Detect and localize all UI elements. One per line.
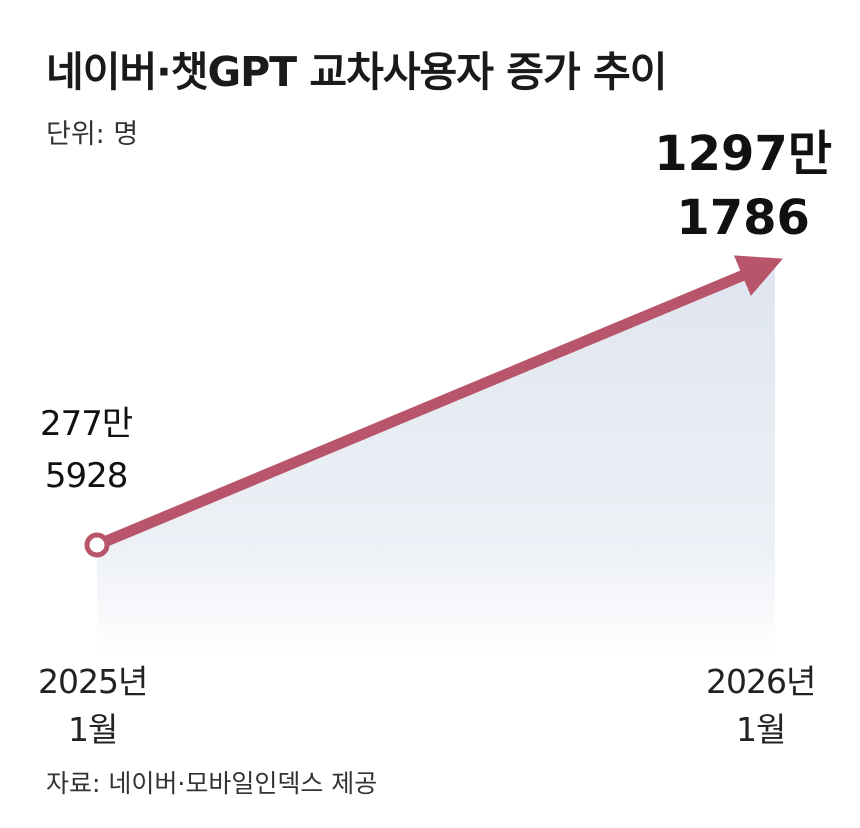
- chart-title: 네이버·챗GPT 교차사용자 증가 추이: [46, 48, 667, 96]
- end-value-label: 1297만 1786: [654, 122, 832, 250]
- x-tick-year: 2025년: [38, 662, 148, 701]
- x-tick-label-start: 2025년 1월: [38, 658, 148, 754]
- x-tick-month: 1월: [735, 710, 786, 749]
- start-value-line2: 5928: [44, 456, 129, 496]
- area-fill: [97, 262, 775, 655]
- end-value-line1: 1297만: [654, 126, 832, 182]
- trend-arrow: [91, 255, 783, 551]
- x-tick-year: 2026년: [706, 662, 816, 701]
- source-note: 자료: 네이버·모바일인덱스 제공: [46, 769, 378, 798]
- unit-label: 단위: 명: [46, 119, 139, 150]
- end-value-line2: 1786: [676, 190, 810, 246]
- start-point-marker: [84, 532, 110, 558]
- x-tick-label-end: 2026년 1월: [706, 658, 816, 754]
- start-value-line1: 277만: [40, 404, 133, 444]
- x-tick-month: 1월: [67, 710, 118, 749]
- start-value-label: 277만 5928: [40, 398, 133, 502]
